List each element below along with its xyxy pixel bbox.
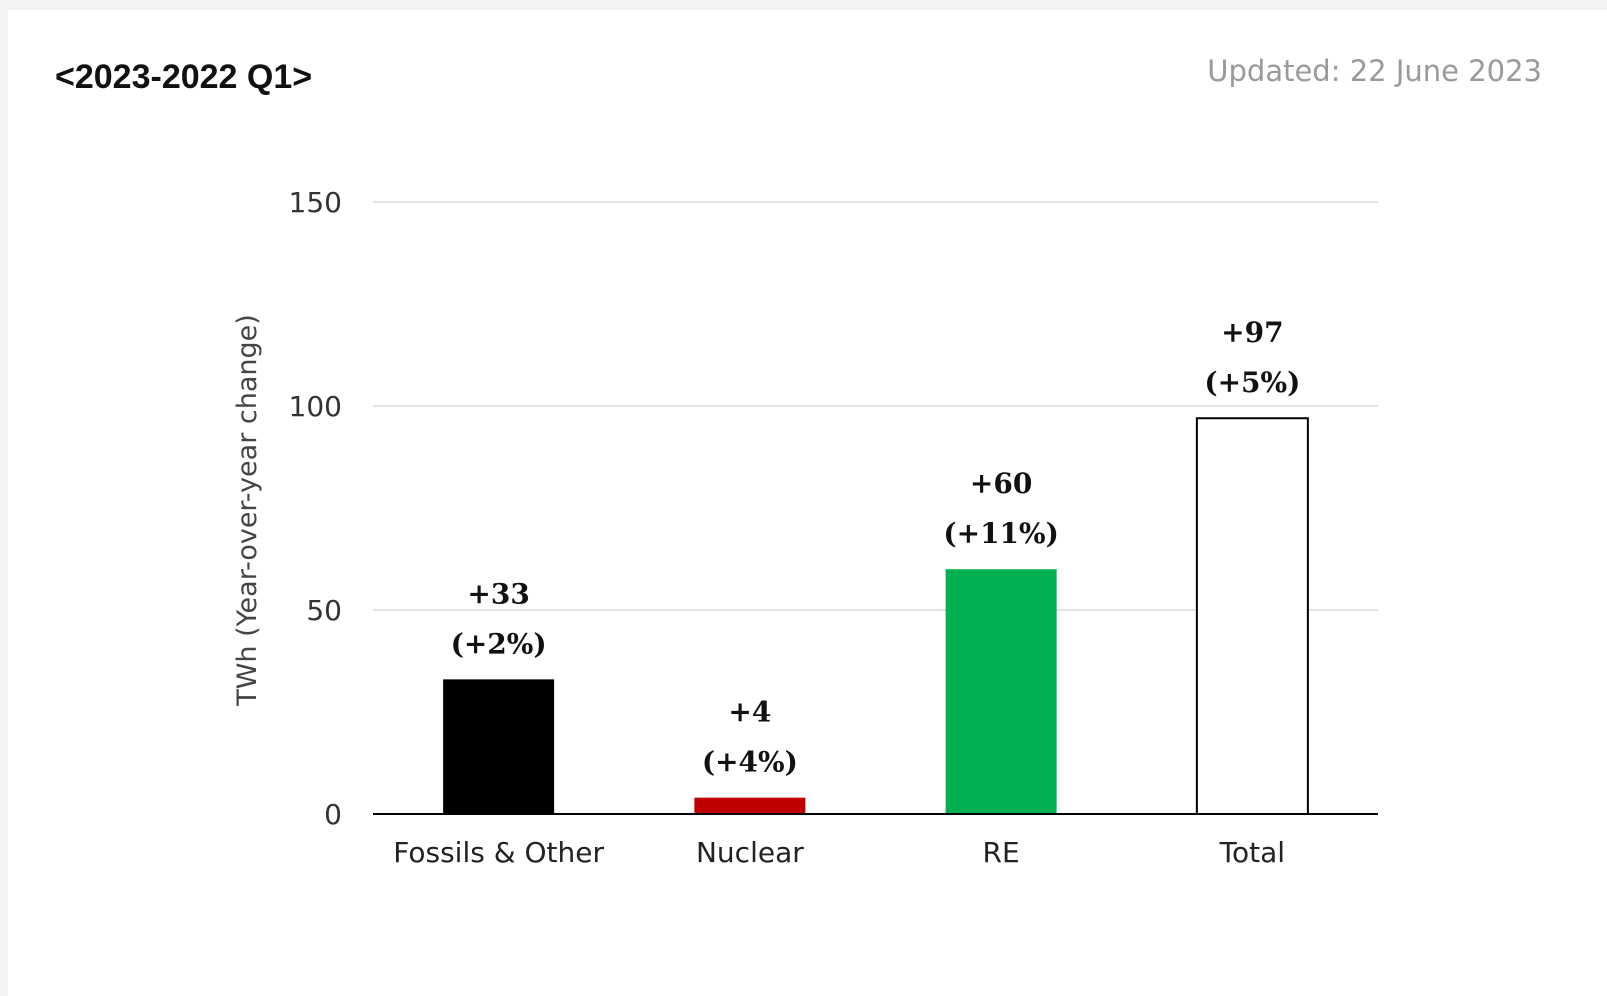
data-label-value: +4 [728,696,771,729]
data-label-percent: (+11%) [943,517,1059,550]
data-label-percent: (+4%) [702,746,798,779]
updated-date: Updated: 22 June 2023 [1207,54,1542,88]
bar-fossils-other [443,679,555,814]
data-label-value: +33 [467,577,529,610]
data-labels: (+2%) +33 (+4%) +4 (+11%) +60 (+5%) +97 [451,316,1301,778]
data-label-value: +60 [970,467,1032,500]
y-tick-label: 100 [289,390,342,423]
bar-total [1195,417,1309,815]
bars [443,417,1309,815]
chart-card [8,10,1607,996]
bar-re [945,569,1057,814]
y-axis-label: TWh (Year-over-year change) [232,314,263,707]
x-category-label: RE [983,836,1020,869]
data-label-percent: (+2%) [451,627,547,660]
x-category-label: Total [1219,836,1285,869]
bar-nuclear [694,797,806,814]
x-category-label: Nuclear [696,836,804,869]
data-label-value: +97 [1221,316,1283,349]
y-tick-label: 150 [289,186,342,219]
x-category-label: Fossils & Other [393,836,604,869]
chart-title: <2023-2022 Q1> [55,58,312,96]
axes: 0 50 100 150 Fossils & Other Nuclear RE Total [289,186,1378,869]
y-tick-label: 50 [306,594,342,627]
y-tick-label: 0 [324,798,342,831]
data-label-percent: (+5%) [1204,366,1300,399]
